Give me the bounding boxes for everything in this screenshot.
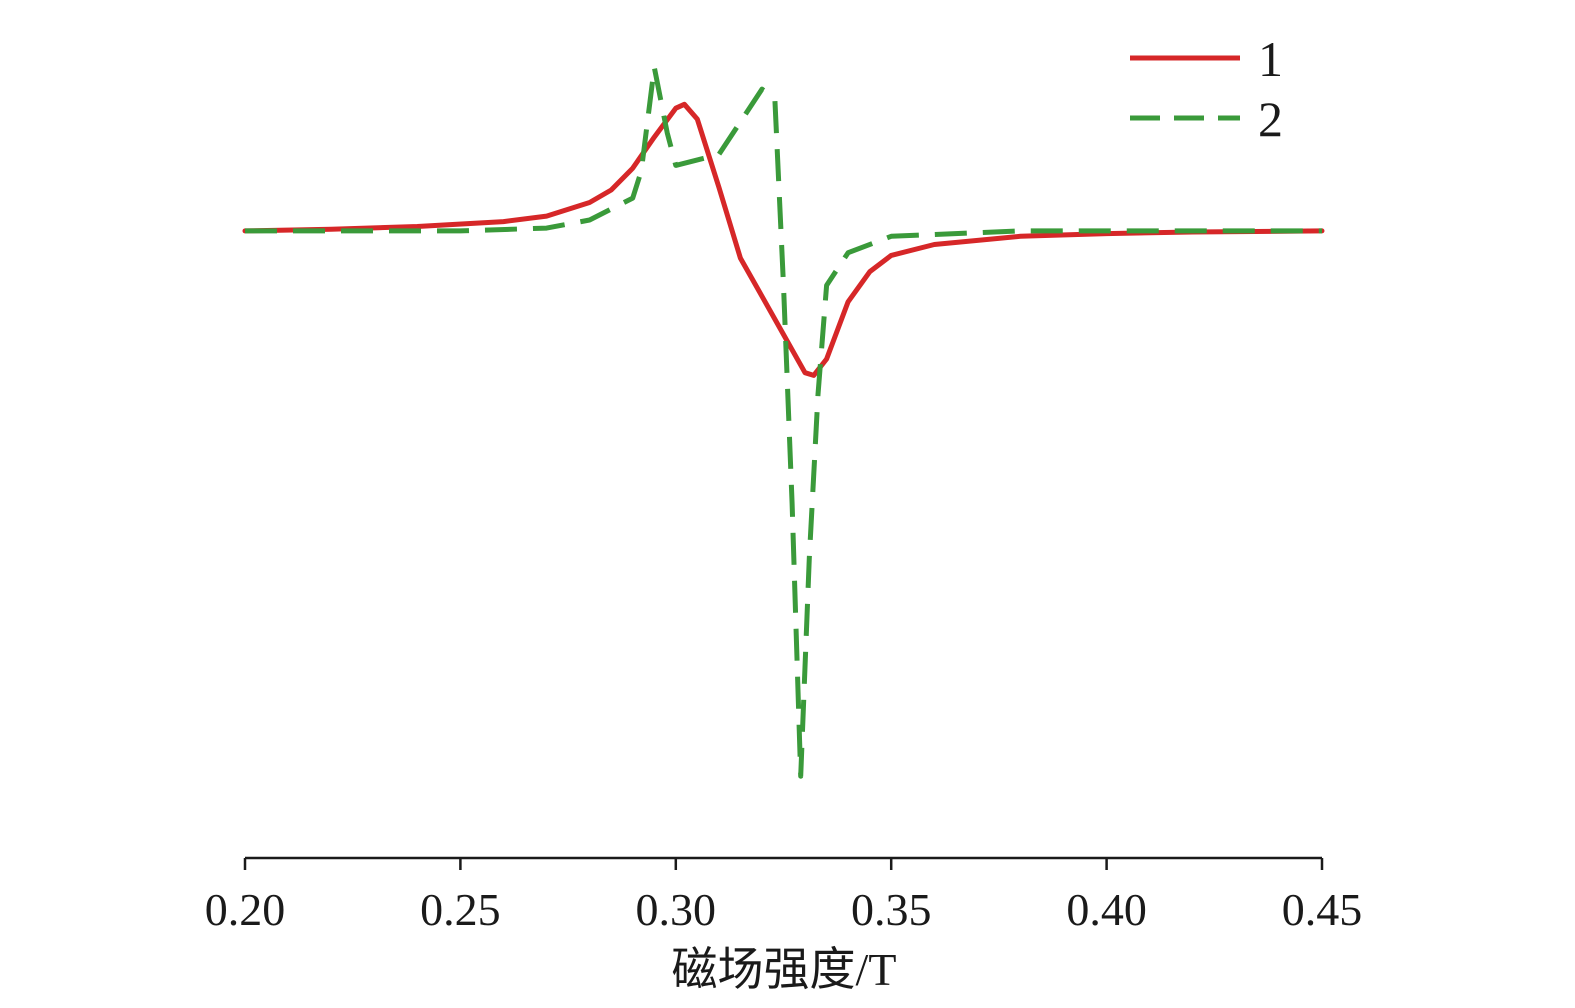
x-axis-label: 磁场强度/T xyxy=(672,944,897,995)
x-tick-label: 0.45 xyxy=(1282,884,1363,935)
series-2-line xyxy=(245,64,1322,779)
legend-label-2: 2 xyxy=(1258,91,1283,147)
x-tick-label: 0.40 xyxy=(1066,884,1147,935)
x-tick-label: 0.35 xyxy=(851,884,932,935)
x-axis: 0.20 0.25 0.30 0.35 0.40 0.45 xyxy=(205,856,1363,935)
x-tick-label: 0.25 xyxy=(420,884,501,935)
legend-label-1: 1 xyxy=(1258,31,1283,87)
legend: 12 xyxy=(1130,31,1283,147)
x-tick-label: 0.20 xyxy=(205,884,286,935)
x-tick-label: 0.30 xyxy=(636,884,717,935)
series-1-line xyxy=(242,101,1325,378)
series-layer xyxy=(242,64,1325,779)
